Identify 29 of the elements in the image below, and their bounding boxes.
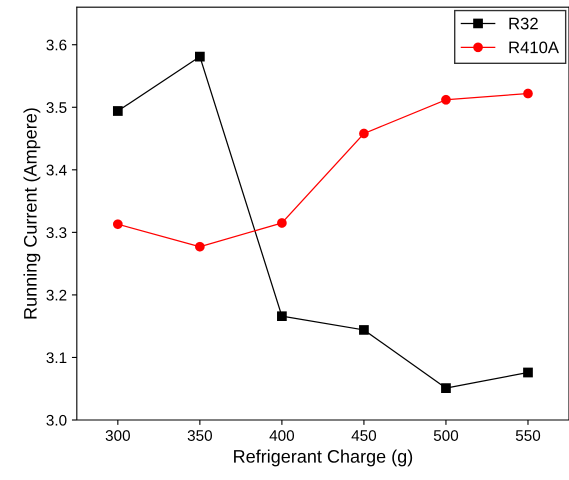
- point: [277, 311, 287, 322]
- y-tick-label: 3.4: [46, 164, 67, 176]
- x-tick-label: 450: [352, 430, 376, 441]
- x-tick-label: 300: [106, 430, 130, 441]
- y-axis-title: Running Current (Ampere): [23, 108, 40, 318]
- y-tick-label: 3.5: [46, 102, 66, 113]
- x-axis-title: Refrigerant Charge (g): [234, 450, 412, 466]
- point: [441, 94, 451, 105]
- y-tick-label: 3.2: [46, 290, 66, 301]
- point: [523, 368, 533, 378]
- legend-label: R32: [509, 18, 538, 30]
- point: [195, 242, 205, 252]
- point: [195, 52, 205, 62]
- point: [359, 325, 369, 335]
- point: [359, 128, 369, 138]
- y-tick-label: 3.1: [46, 352, 66, 364]
- point: [277, 218, 287, 228]
- legend-label: R410A: [509, 42, 559, 54]
- y-tick-label: 3.0: [46, 414, 66, 426]
- point: [523, 88, 533, 98]
- x-tick-label: 500: [434, 430, 458, 441]
- y-tick-label: 3.3: [46, 227, 66, 238]
- x-tick-label: 400: [270, 430, 294, 441]
- point: [112, 106, 123, 116]
- x-tick-label: 550: [516, 430, 540, 441]
- point: [441, 383, 451, 393]
- point: [112, 219, 123, 230]
- x-tick-label: 350: [188, 430, 212, 441]
- y-tick-label: 3.6: [46, 40, 66, 50]
